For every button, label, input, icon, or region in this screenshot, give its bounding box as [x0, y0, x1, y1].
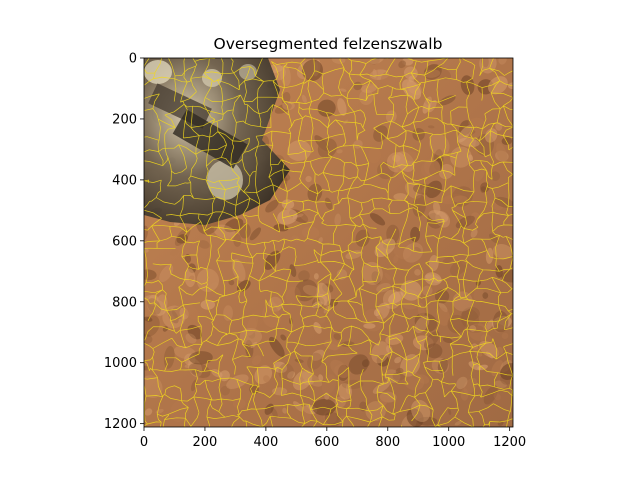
x-tick-label: 800 [375, 435, 400, 450]
y-axis: 0 200 400 600 800 1000 1200 [104, 52, 144, 432]
y-tick-label: 200 [112, 112, 137, 127]
y-tick-label: 800 [112, 295, 137, 310]
x-tick-label: 0 [140, 435, 148, 450]
y-tick-label: 0 [129, 52, 137, 67]
x-tick-label: 1000 [432, 435, 465, 450]
x-tick-label: 600 [314, 435, 339, 450]
segmented-image [144, 58, 513, 427]
boundary-lines [144, 58, 513, 427]
x-axis: 0 200 400 600 800 1000 1200 [140, 427, 526, 450]
axes-frame [143, 57, 514, 428]
x-tick-label: 400 [253, 435, 278, 450]
chart-title: Oversegmented felzenszwalb [214, 35, 443, 53]
rover-hardware [144, 58, 290, 225]
segment-boundaries [144, 58, 513, 427]
y-tick-label: 400 [112, 173, 137, 188]
y-tick-label: 1200 [104, 417, 137, 432]
y-tick-label: 600 [112, 234, 137, 249]
y-tick-label: 1000 [104, 356, 137, 371]
x-tick-label: 1200 [493, 435, 526, 450]
x-tick-label: 200 [193, 435, 218, 450]
